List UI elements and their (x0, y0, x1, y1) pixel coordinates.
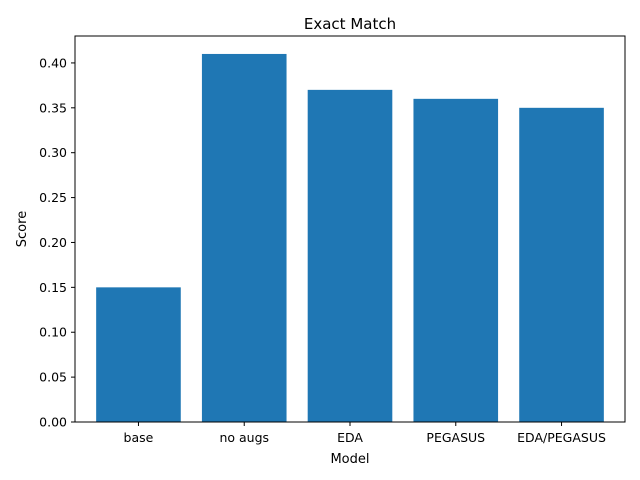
y-tick-label: 0.15 (39, 280, 67, 295)
x-tick-label: PEGASUS (426, 430, 485, 445)
x-axis-label: Model (330, 452, 369, 467)
x-tick-label: EDA (337, 430, 363, 445)
x-tick-label: no augs (219, 430, 269, 445)
bar-no-augs (201, 53, 287, 422)
y-tick-label: 0.00 (39, 415, 67, 430)
bar-pegasus (413, 98, 499, 422)
x-tick-label: EDA/PEGASUS (517, 430, 606, 445)
bars-group (96, 53, 604, 422)
chart-title: Exact Match (304, 15, 396, 33)
y-tick-label: 0.30 (39, 145, 67, 160)
x-axis-ticks: base no augs EDA PEGASUS EDA/PEGASUS (124, 422, 606, 445)
x-tick-label: base (124, 430, 154, 445)
y-axis-label: Score (15, 211, 30, 247)
y-tick-label: 0.10 (39, 325, 67, 340)
bar-eda (307, 89, 393, 422)
y-tick-label: 0.25 (39, 190, 67, 205)
y-axis-ticks: 0.00 0.05 0.10 0.15 0.20 0.25 0.30 0.35 0.40 (39, 55, 75, 430)
y-tick-label: 0.20 (39, 235, 67, 250)
plot-frame (74, 35, 626, 423)
y-tick-label: 0.40 (39, 55, 67, 70)
y-tick-label: 0.05 (39, 370, 67, 385)
bar-eda-pegasus (519, 107, 604, 422)
y-tick-label: 0.35 (39, 100, 67, 115)
bar-base (96, 287, 181, 422)
